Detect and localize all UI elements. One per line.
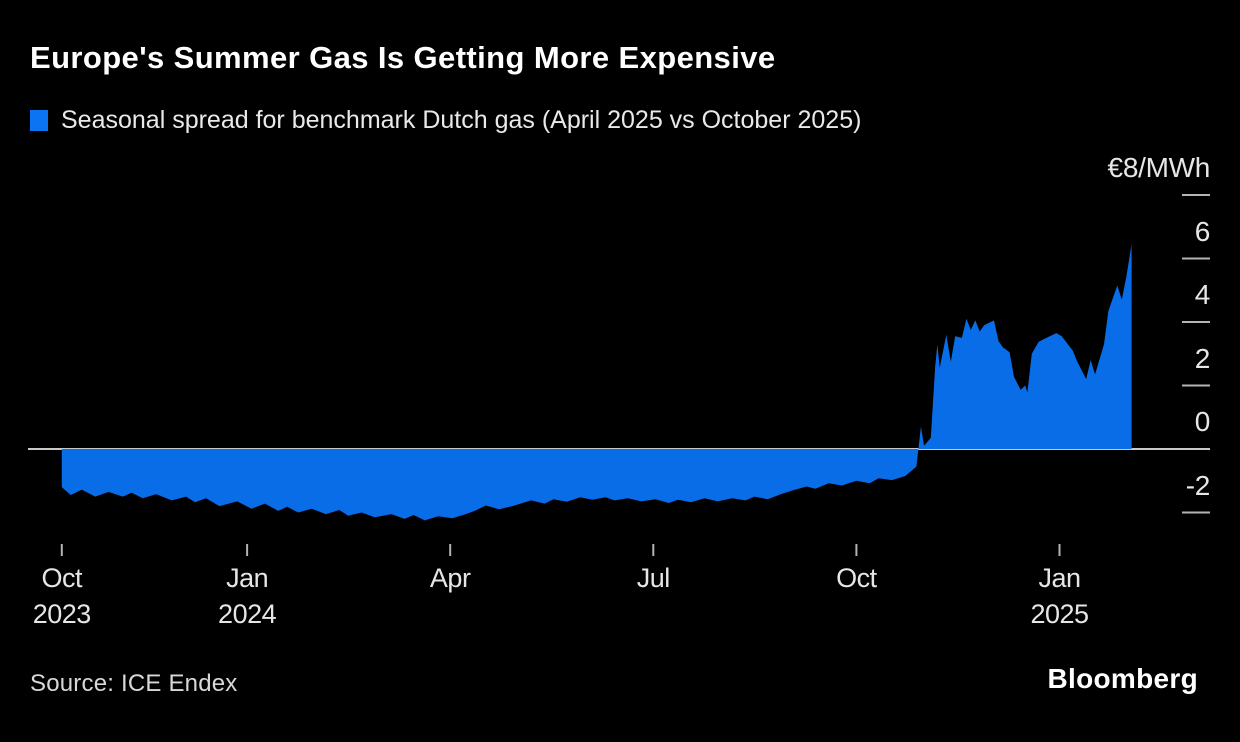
x-tick-month: Jan [1038, 563, 1081, 593]
legend-swatch-icon [30, 110, 48, 131]
x-tick-year: 2024 [218, 599, 277, 629]
y-axis-tick-label: 0 [1194, 406, 1211, 437]
gas-spread-area [61, 244, 1132, 521]
source-label: Source: ICE Endex [30, 670, 238, 697]
x-tick-month: Jan [226, 563, 269, 593]
x-axis-tick-label: Oct 2023 [0, 560, 132, 632]
x-tick-month: Jul [636, 563, 671, 593]
bloomberg-logo: Bloomberg [1047, 663, 1198, 694]
legend-label: Seasonal spread for benchmark Dutch gas … [61, 106, 862, 134]
x-tick-year: 2023 [32, 599, 92, 629]
y-axis-tick-label: -2 [1185, 469, 1211, 501]
x-tick-month: Oct [836, 563, 877, 593]
x-axis-tick-label: Jan 2024 [177, 560, 317, 632]
chart-legend: Seasonal spread for benchmark Dutch gas … [30, 106, 861, 135]
y-axis-tick-label: 4 [1194, 279, 1211, 310]
y-axis-tick-label: €8/MWh [1107, 152, 1211, 183]
x-axis-tick-label: Jul [583, 560, 723, 596]
y-axis-tick-label: 2 [1194, 342, 1211, 374]
chart-title: Europe's Summer Gas Is Getting More Expe… [30, 40, 776, 75]
y-axis-tick-label: 6 [1194, 215, 1211, 247]
x-tick-month: Oct [41, 563, 83, 593]
x-tick-month: Apr [429, 563, 471, 593]
x-axis-tick-label: Jan 2025 [990, 560, 1130, 632]
x-axis-tick-label: Oct [786, 560, 926, 596]
x-axis-tick-label: Apr [380, 560, 520, 596]
x-tick-year: 2025 [1030, 599, 1089, 629]
